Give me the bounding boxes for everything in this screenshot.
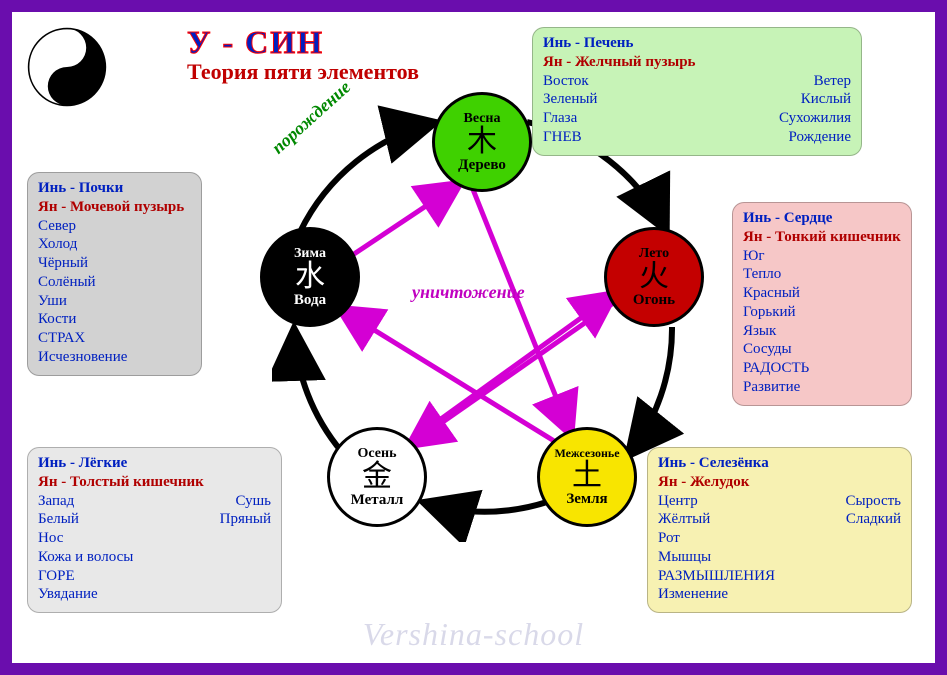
hanzi: 金 [362,462,392,492]
label: Дерево [458,157,506,174]
info-water: Инь - ПочкиЯн - Мочевой пузырьСеверХолод… [27,172,202,376]
label: Земля [566,491,607,508]
label: Вода [294,292,326,309]
generation-label: порождение [268,77,355,159]
element-earth: Межсезонье 土 Земля [537,427,637,527]
element-water: Зима 水 Вода [260,227,360,327]
page-title: У - СИН Теория пяти элементов [187,24,419,85]
hanzi: 土 [572,461,602,491]
yin-yang-icon [27,27,107,107]
watermark: Vershina-school [363,616,584,653]
info-metal: Инь - ЛёгкиеЯн - Толстый кишечникЗападСу… [27,447,282,613]
destruction-label: уничтожение [412,282,525,303]
element-metal: Осень 金 Металл [327,427,427,527]
label: Металл [351,492,404,509]
label: Огонь [633,292,675,309]
element-wood: Весна 木 Дерево [432,92,532,192]
info-earth: Инь - СелезёнкаЯн - ЖелудокЦентрСыростьЖ… [647,447,912,613]
hanzi: 木 [467,127,497,157]
element-fire: Лето 火 Огонь [604,227,704,327]
hanzi: 火 [639,262,669,292]
info-wood: Инь - ПеченьЯн - Желчный пузырьВостокВет… [532,27,862,156]
hanzi: 水 [295,262,325,292]
title-line-1: У - СИН [187,24,419,61]
info-fire: Инь - СердцеЯн - Тонкий кишечникЮгТеплоК… [732,202,912,406]
